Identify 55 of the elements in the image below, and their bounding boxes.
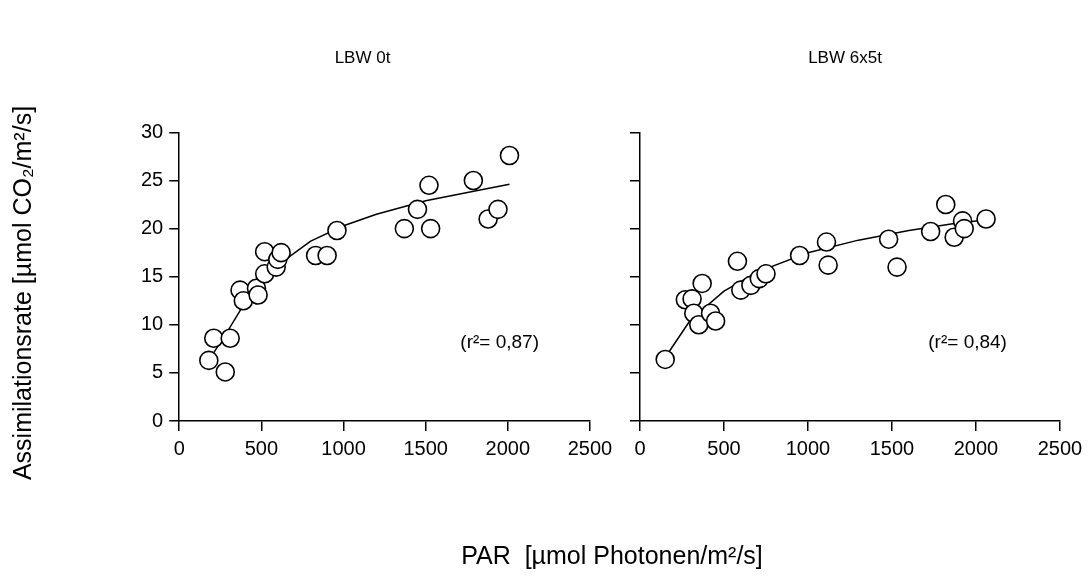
point xyxy=(327,220,347,241)
y-tick-label: 15 xyxy=(141,264,164,287)
point xyxy=(818,255,838,275)
y-tick-label: 20 xyxy=(141,216,164,239)
point xyxy=(215,362,236,382)
x-tick-label: 500 xyxy=(707,436,741,459)
point xyxy=(248,285,268,305)
y-tick-label: 25 xyxy=(141,168,164,191)
point xyxy=(887,257,907,277)
x-tick-label: 0 xyxy=(634,436,646,459)
point xyxy=(976,209,996,229)
y-tick-label: 10 xyxy=(141,312,164,335)
point xyxy=(317,245,337,266)
x-tick-label: 1000 xyxy=(321,436,366,459)
point xyxy=(954,218,975,239)
point xyxy=(499,145,520,166)
point xyxy=(655,349,675,370)
chart-title: LBW 0t xyxy=(334,47,391,67)
x-tick-label: 2500 xyxy=(1037,436,1083,459)
y-tick-label: 0 xyxy=(152,408,164,431)
point xyxy=(816,232,837,252)
x-tick-label: 2000 xyxy=(953,436,999,459)
x-tick-label: 0 xyxy=(173,436,185,459)
y-tick-label: 30 xyxy=(141,119,164,142)
point xyxy=(394,218,415,239)
x-axis-title: PAR [µmol Photonen/m²/s] xyxy=(461,540,763,570)
point xyxy=(463,170,484,191)
point xyxy=(689,315,709,335)
x-tick-label: 2000 xyxy=(485,436,531,459)
point xyxy=(419,175,439,196)
point xyxy=(271,242,291,263)
x-tick-label: 1500 xyxy=(403,436,448,459)
point xyxy=(420,218,441,239)
point xyxy=(488,199,508,220)
chart-title: LBW 6x5t xyxy=(808,47,883,67)
annotation: (r²= 0,84) xyxy=(928,331,1007,353)
x-tick-label: 2500 xyxy=(567,436,613,459)
y-axis-title: Assimilationsrate [µmol CO₂/m²/s] xyxy=(7,105,37,481)
point xyxy=(220,328,240,349)
point xyxy=(203,328,224,349)
x-tick-label: 1500 xyxy=(869,436,915,459)
point xyxy=(705,311,726,331)
x-tick-label: 1000 xyxy=(785,436,831,459)
x-tick-label: 500 xyxy=(244,436,279,459)
y-tick-label: 5 xyxy=(152,360,164,383)
point xyxy=(920,221,941,242)
point xyxy=(692,273,712,294)
point xyxy=(878,229,899,249)
point xyxy=(199,350,219,371)
point xyxy=(407,199,428,220)
point xyxy=(727,251,748,272)
annotation: (r²= 0,87) xyxy=(460,331,539,353)
point xyxy=(756,264,776,284)
point xyxy=(935,194,956,215)
point xyxy=(789,245,810,266)
